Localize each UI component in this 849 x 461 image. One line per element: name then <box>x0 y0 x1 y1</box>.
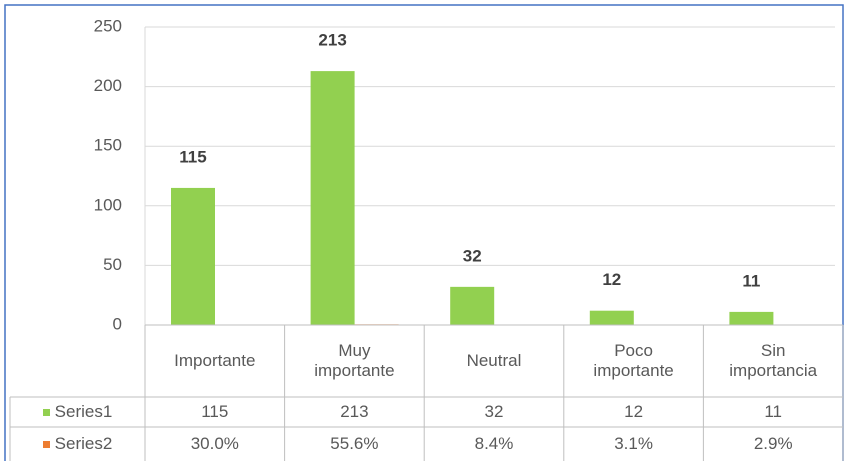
table-value: 12 <box>624 401 644 421</box>
y-tick-label: 200 <box>94 76 122 95</box>
chart-border <box>4 4 844 461</box>
bar <box>450 286 495 325</box>
table-value: 32 <box>484 401 504 421</box>
data-label: 11 <box>742 271 760 290</box>
data-label: 115 <box>179 147 206 166</box>
y-tick-label: 150 <box>94 136 122 155</box>
bar <box>729 311 774 325</box>
category-label: Neutral <box>466 350 522 370</box>
table-value: 55.6% <box>330 433 379 453</box>
category-label: Muy importante <box>314 340 395 380</box>
bar <box>171 187 215 325</box>
legend-entry: Series2 <box>10 427 145 461</box>
data-label: 32 <box>463 246 482 265</box>
legend-entry: Series1 <box>10 397 145 427</box>
y-tick-label: 100 <box>94 195 122 214</box>
legend-text: Series1 <box>54 401 113 421</box>
table-value: 30.0% <box>190 433 239 453</box>
category-label: Sin importancia <box>729 340 818 380</box>
bar <box>589 310 634 325</box>
table-value: 2.9% <box>753 433 793 453</box>
table-value: 11 <box>764 401 783 421</box>
legend-key <box>42 440 50 448</box>
legend-key <box>42 408 50 416</box>
table-value: 213 <box>340 401 369 421</box>
legend-text: Series2 <box>54 433 113 453</box>
bar <box>310 71 355 325</box>
category-label: Importante <box>174 350 256 370</box>
category-label: Poco importante <box>593 340 674 380</box>
table-value: 3.1% <box>614 433 653 453</box>
y-tick-label: 50 <box>103 255 122 274</box>
table-value: 8.4% <box>474 433 514 453</box>
table-value: 115 <box>201 401 229 421</box>
y-tick-label: 250 <box>94 16 122 35</box>
data-label: 12 <box>602 270 621 289</box>
y-tick-label: 0 <box>113 314 122 333</box>
data-label: 213 <box>318 31 346 50</box>
